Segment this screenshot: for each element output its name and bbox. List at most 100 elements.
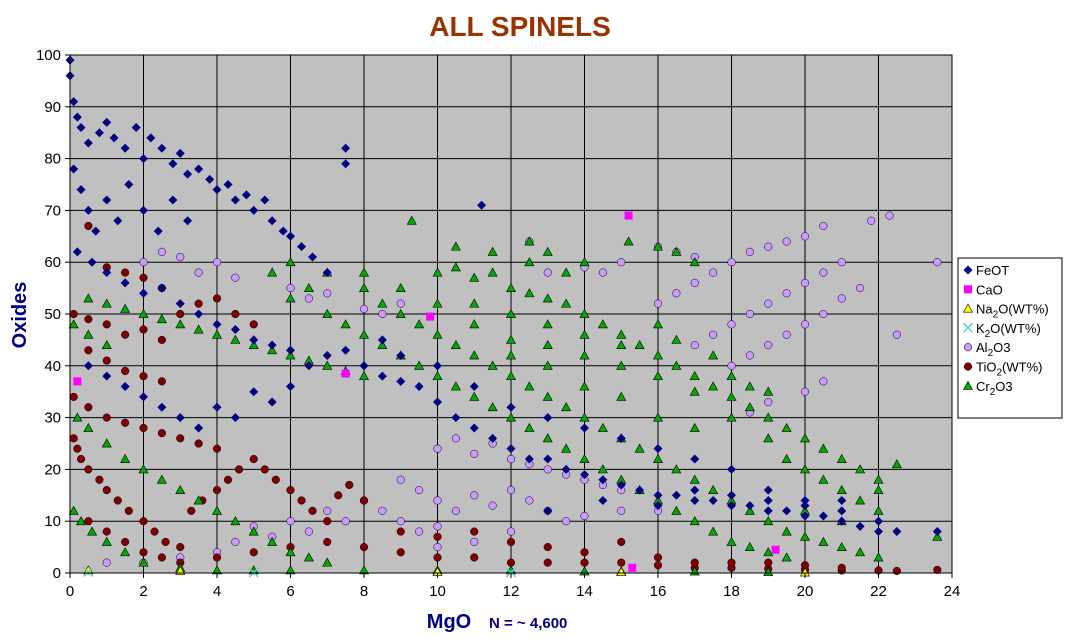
al2o3-point [341, 517, 350, 526]
cr2o3-point [726, 371, 737, 381]
al2o3-point [506, 486, 516, 495]
chart-title: ALL SPINELS [429, 11, 611, 42]
feot-point [690, 485, 700, 495]
cr2o3-point [358, 329, 370, 339]
tio2-wt-point [139, 423, 148, 433]
tio2-wt-point [286, 486, 295, 495]
tio2-wt-point [121, 366, 130, 376]
cr2o3-point [377, 298, 388, 308]
tio2-wt-point [69, 434, 78, 443]
tio2-wt-point [157, 429, 166, 438]
legend-label-k2o-wt: K2O(WT%) [976, 321, 1041, 340]
feot-point [83, 138, 93, 148]
feot-point [506, 402, 516, 412]
feot-point [157, 143, 167, 153]
tio2-wt-point [249, 548, 258, 557]
feot-point [120, 278, 130, 288]
x-tick-label: 10 [429, 583, 446, 600]
feot-point [377, 335, 387, 345]
cr2o3-point [579, 329, 590, 339]
tio2-wt-point [345, 480, 354, 490]
cr2o3-point [524, 236, 535, 246]
feot-point [286, 345, 295, 355]
al2o3-point [764, 242, 773, 251]
cr2o3-point [891, 459, 902, 469]
feot-point [241, 190, 251, 200]
cao-point [628, 563, 637, 572]
feot-point [874, 516, 883, 526]
al2o3-point [819, 268, 828, 277]
cr2o3-point [156, 474, 167, 484]
y-tick-label: 30 [44, 410, 61, 427]
al2o3-point [231, 537, 240, 546]
feot-point [469, 423, 479, 433]
al2o3-point [304, 527, 313, 536]
tio2-wt-point [95, 475, 104, 484]
cr2o3-point [230, 334, 241, 344]
cr2o3-point [395, 308, 406, 318]
feot-point [76, 185, 86, 195]
x-tick-label: 18 [723, 583, 740, 600]
cr2o3-point [652, 412, 664, 422]
cao-point [73, 377, 82, 386]
feot-point [837, 495, 847, 505]
feot-point [175, 299, 185, 309]
feot-point [76, 123, 86, 133]
cr2o3-point [542, 293, 553, 303]
tio2-wt-point [396, 527, 405, 536]
al2o3-point [562, 517, 571, 526]
na2o-wt-point [616, 566, 627, 576]
tio2-wt-point [617, 558, 626, 567]
legend-label-main: CaO [976, 282, 1003, 297]
al2o3-point [506, 454, 516, 464]
feot-point [341, 159, 351, 169]
legend-label-tail: O3 [995, 379, 1012, 394]
cr2o3-point [634, 443, 645, 453]
cr2o3-point [671, 464, 682, 474]
y-tick-label: 0 [53, 565, 61, 582]
feot-point [580, 470, 589, 480]
tio2-wt-point [102, 413, 111, 422]
cr2o3-point [87, 526, 98, 536]
al2o3-point [764, 299, 773, 308]
tio2-wt-point [76, 454, 86, 464]
tio2-wt-point [161, 537, 170, 546]
tio2-wt-point [84, 403, 93, 412]
tio2-wt-point [150, 527, 159, 536]
cr2o3-point [689, 257, 700, 267]
al2o3-point [415, 527, 424, 536]
cr2o3-point [561, 402, 572, 412]
al2o3-point [378, 309, 387, 319]
feot-point [83, 361, 93, 371]
tio2-wt-point [933, 565, 942, 574]
cr2o3-point [579, 381, 590, 391]
al2o3-point [617, 258, 626, 267]
feot-point [543, 454, 553, 464]
tio2-wt-point [837, 563, 846, 572]
cr2o3-point [395, 282, 406, 293]
cr2o3-point [505, 282, 517, 293]
y-tick-label: 60 [44, 254, 61, 271]
feot-point [278, 226, 288, 236]
al2o3-point [433, 522, 442, 531]
cr2o3-point [671, 360, 682, 370]
tio2-wt-point [727, 558, 736, 567]
tio2-wt-point [121, 268, 130, 277]
cr2o3-point [450, 241, 461, 251]
y-tick-label: 40 [44, 358, 61, 375]
cr2o3-point [671, 505, 682, 515]
feot-point [616, 433, 626, 443]
cr2o3-point [616, 339, 627, 349]
k2o-wt-point [248, 567, 259, 578]
feot-point [396, 350, 406, 360]
legend-marker-cao [964, 285, 972, 294]
cr2o3-point [689, 516, 700, 526]
al2o3-point [782, 289, 791, 298]
cr2o3-point [469, 319, 480, 329]
tio2-wt-point [84, 517, 93, 526]
cr2o3-point [120, 303, 131, 313]
cr2o3-point [561, 267, 572, 277]
legend-label-main: FeOT [976, 263, 1009, 278]
cr2o3-point [542, 433, 553, 443]
cr2o3-point [836, 453, 847, 463]
